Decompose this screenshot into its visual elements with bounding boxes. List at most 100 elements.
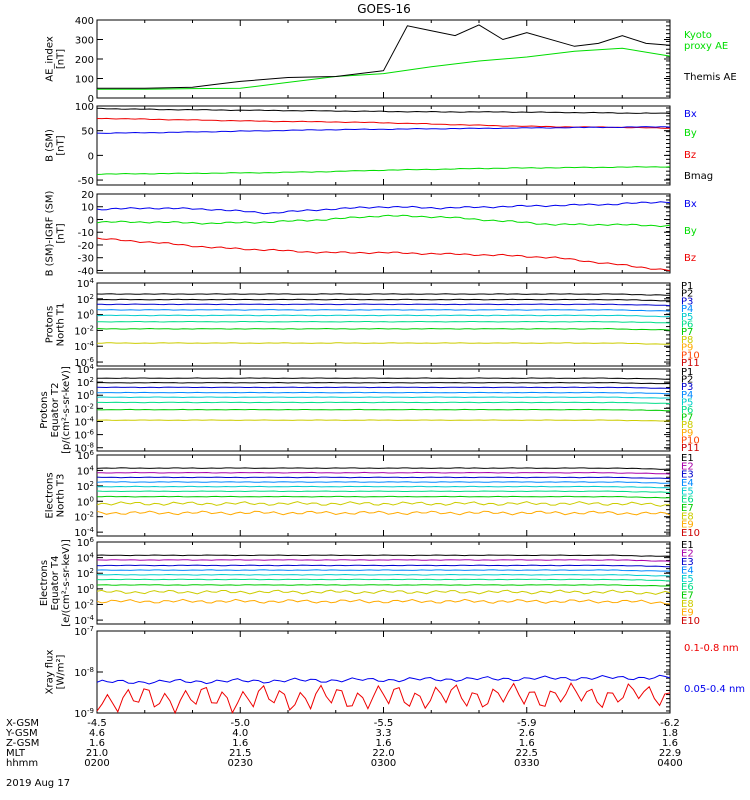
channel-P2 — [96, 298, 671, 302]
legend-E9: E9 — [681, 608, 694, 619]
date-label: 2019 Aug 17 — [6, 778, 70, 789]
y-tick-label: 10-4 — [74, 340, 94, 353]
y-tick-label: 10-2 — [74, 598, 94, 611]
y-tick-label: 100 — [75, 75, 94, 86]
channel-P4 — [96, 391, 670, 395]
legend-E8: E8 — [681, 511, 694, 522]
legend-P2: P2 — [681, 375, 693, 386]
channel-E5 — [97, 573, 671, 577]
channel-E8 — [96, 589, 671, 595]
legend-E10: E10 — [681, 528, 700, 539]
y-axis-label: North T3 — [56, 474, 67, 518]
legend-P9: P9 — [681, 343, 693, 354]
y-tick-label: 10-9 — [74, 707, 94, 720]
legend-entry: Themis AE — [683, 72, 737, 83]
y-tick-label: 200 — [75, 55, 94, 66]
y-tick-label: 100 — [77, 495, 94, 508]
legend-P3: P3 — [681, 382, 693, 393]
x-tick-value: 2.6 — [519, 728, 535, 739]
legend-E9: E9 — [681, 520, 694, 531]
channel-E9 — [96, 598, 671, 605]
x-tick-value: -5.0 — [230, 718, 250, 729]
y-tick-label: 0 — [88, 215, 94, 226]
legend-P11: P11 — [681, 443, 700, 454]
legend-entry: Bx — [684, 109, 697, 120]
y-tick-label: 102 — [77, 376, 94, 389]
channel-E5 — [96, 485, 671, 489]
series-Bz — [96, 117, 671, 129]
y-tick-label: -10 — [78, 228, 94, 239]
x-tick-value: 0300 — [371, 758, 396, 769]
x-tick-value: -4.5 — [87, 718, 107, 729]
y-tick-label: 100 — [75, 102, 94, 113]
channel-E2 — [97, 471, 671, 475]
y-tick-label: 10 — [81, 203, 94, 214]
legend-E7: E7 — [681, 591, 694, 602]
x-axis-table: X-GSMY-GSMZ-GSMMLThhmm-4.54.61.621.00200… — [5, 718, 683, 769]
y-tick-label: 104 — [77, 277, 95, 290]
legend-P3: P3 — [681, 296, 693, 307]
x-tick-value: 1.6 — [232, 738, 248, 749]
y-axis-label: [nT] — [56, 49, 67, 69]
y-tick-label: 400 — [75, 16, 94, 27]
panel-b_igrf: -40-30 -20 -10 010 20 B (SM)-IGRF (SM) [nT] Bx B… — [45, 190, 697, 277]
y-tick-label: 10-6 — [74, 429, 94, 442]
legend-E6: E6 — [681, 582, 694, 593]
panel-p_t1: 104 102 100 10-2 10-4 10-6 Protons North T1 P1P2… — [45, 277, 700, 369]
y-axis-label: B (SM)-IGRF (SM) — [45, 191, 56, 277]
x-tick-value: 21.0 — [86, 748, 108, 759]
y-tick-label: 10-4 — [74, 415, 94, 428]
y-tick-label: 10-8 — [74, 442, 94, 455]
legend-entry: Bz — [684, 150, 696, 161]
x-tick-value: 4.0 — [232, 728, 248, 739]
channel-E6 — [96, 490, 671, 493]
legend-E4: E4 — [681, 478, 694, 489]
y-axis-label: [p/(cm²-s-sr-keV)] — [61, 366, 72, 454]
y-tick-label: 104 — [77, 464, 95, 477]
y-axis-label: Protons — [45, 306, 56, 343]
y-tick-label: 10-7 — [74, 625, 94, 638]
channel-P3 — [97, 303, 671, 307]
channel-E7 — [96, 584, 671, 587]
legend-P11: P11 — [681, 358, 700, 369]
legend-P10: P10 — [681, 435, 700, 446]
legend-P1: P1 — [681, 281, 693, 292]
y-tick-label: 102 — [77, 480, 94, 493]
legend-P8: P8 — [681, 335, 693, 346]
x-tick-value: 22.5 — [516, 748, 538, 759]
channel-P6 — [97, 401, 671, 404]
panel-xray: 10-7 10-8 10-9 Xray flux [W/m²] 0.1-0.8 nm 0.0… — [45, 625, 746, 720]
y-tick-label: 0 — [88, 94, 94, 105]
channel-P2 — [96, 381, 671, 385]
y-tick-label: 100 — [77, 389, 94, 402]
channel-E3 — [96, 564, 671, 568]
legend-entry: proxy AE — [684, 41, 728, 52]
y-tick-label: 106 — [77, 536, 95, 549]
y-axis-label: AE_index — [45, 36, 56, 82]
x-tick-value: 0230 — [228, 758, 253, 769]
panel-frame — [96, 19, 671, 99]
y-tick-label: 300 — [75, 36, 94, 47]
y-tick-label: -20 — [78, 241, 94, 252]
x-tick-value: 22.0 — [372, 748, 394, 759]
legend-E1: E1 — [681, 540, 694, 551]
channel-P3 — [96, 386, 671, 389]
legend-P7: P7 — [681, 413, 693, 424]
y-axis-label: Electrons — [45, 472, 56, 518]
x-tick-value: 1.8 — [662, 728, 678, 739]
legend-entry: By — [684, 128, 697, 139]
legend-entry: By — [684, 226, 697, 237]
channel-E9 — [96, 510, 671, 516]
channel-E2 — [96, 559, 671, 562]
series-Bmag — [96, 107, 671, 115]
y-tick-label: 104 — [77, 552, 95, 565]
panel-frame — [96, 282, 671, 367]
y-tick-label: 10-4 — [74, 614, 94, 627]
channel-P1 — [96, 293, 670, 296]
y-axis-label: Xray flux — [45, 650, 56, 695]
x-tick-value: 0200 — [84, 758, 109, 769]
channel-E6 — [96, 578, 671, 582]
legend-entry: Bx — [684, 199, 697, 210]
